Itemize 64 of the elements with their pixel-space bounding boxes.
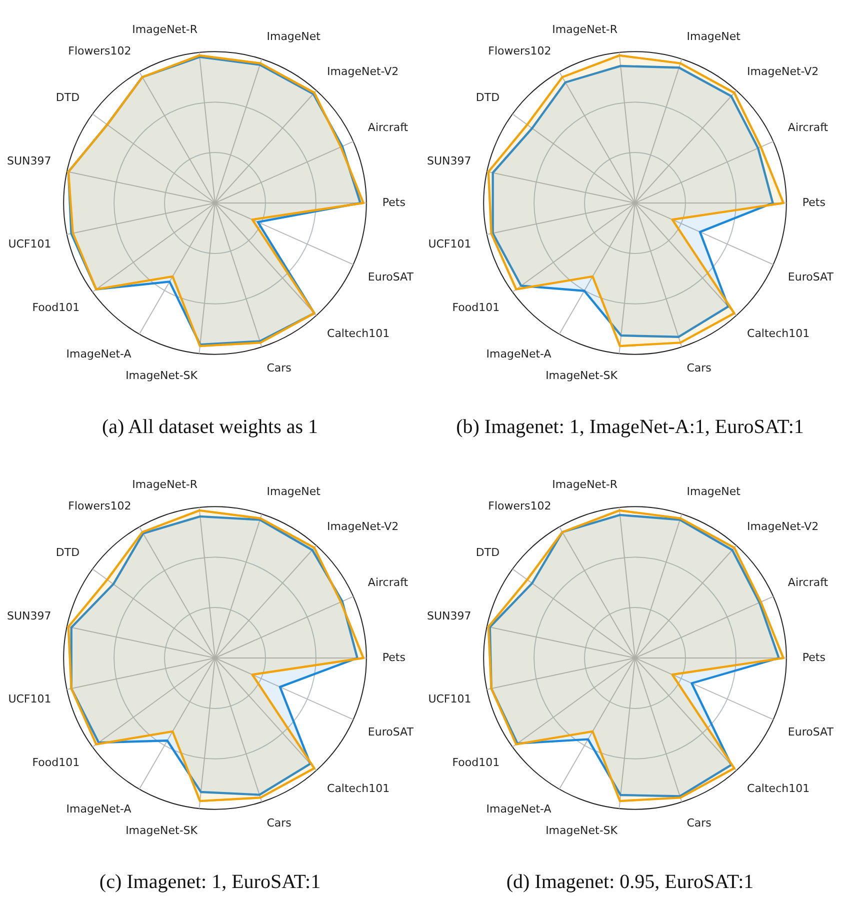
text: (d) Imagenet: 0.95, EuroSAT:1 bbox=[505, 871, 755, 894]
spoke-label: UCF101 bbox=[8, 237, 52, 250]
spoke-label: Aircraft bbox=[368, 121, 409, 134]
spoke-label: ImageNet-R bbox=[132, 22, 198, 36]
spoke-label: Cars bbox=[686, 362, 712, 375]
spoke-label: ImageNet bbox=[686, 485, 742, 498]
spoke-label: UCF101 bbox=[8, 692, 52, 706]
spoke-label: Cars bbox=[266, 816, 292, 830]
text: (c) Imagenet: 1, EuroSAT:1 bbox=[98, 871, 322, 894]
spoke-label: Flowers102 bbox=[68, 499, 132, 512]
spoke-label: ImageNet-V2 bbox=[327, 520, 399, 533]
spoke-label: ImageNet-R bbox=[552, 22, 618, 36]
spoke-label: EuroSAT bbox=[368, 270, 414, 284]
spoke-label: Caltech101 bbox=[327, 782, 390, 795]
spoke-label: Food101 bbox=[452, 300, 500, 314]
spoke-label: DTD bbox=[476, 546, 500, 559]
spoke-label: ImageNet-SK bbox=[126, 368, 198, 382]
spoke-label: Flowers102 bbox=[488, 499, 552, 512]
spoke-label: DTD bbox=[56, 90, 80, 104]
spoke-label: ImageNet-A bbox=[486, 802, 552, 816]
spoke-label: Pets bbox=[382, 650, 406, 664]
spoke-label: Food101 bbox=[32, 756, 80, 769]
spoke-label: ImageNet-SK bbox=[126, 824, 198, 837]
spoke-label: ImageNet bbox=[266, 30, 322, 44]
spoke-label: Caltech101 bbox=[327, 326, 390, 340]
spoke-label: Flowers102 bbox=[488, 44, 552, 58]
spoke-label: Caltech101 bbox=[747, 782, 810, 795]
spoke-label: Cars bbox=[686, 816, 712, 830]
text: (a) All dataset weights as 1 bbox=[100, 416, 320, 439]
spoke-label: EuroSAT bbox=[788, 270, 834, 284]
spoke-label: ImageNet-R bbox=[132, 478, 198, 491]
spoke-label: Aircraft bbox=[788, 121, 829, 134]
spoke-label: SUN397 bbox=[426, 609, 472, 622]
spoke-label: ImageNet-A bbox=[66, 347, 132, 360]
spoke-label: Cars bbox=[266, 362, 292, 375]
spoke-label: ImageNet-SK bbox=[546, 824, 618, 837]
spoke-label: SUN397 bbox=[426, 154, 472, 168]
text: (b) Imagenet: 1, ImageNet-A:1, EuroSAT:1 bbox=[455, 416, 805, 439]
spoke-label: Pets bbox=[382, 196, 406, 209]
spoke-label: SUN397 bbox=[6, 154, 52, 168]
spoke-label: Pets bbox=[802, 196, 826, 209]
spoke-label: UCF101 bbox=[428, 237, 472, 250]
spoke-label: ImageNet-V2 bbox=[327, 64, 399, 78]
spoke-label: Flowers102 bbox=[68, 44, 132, 58]
spoke-label: Pets bbox=[802, 650, 826, 664]
spoke-label: Aircraft bbox=[368, 576, 409, 590]
spoke-label: UCF101 bbox=[428, 692, 472, 706]
spoke-label: EuroSAT bbox=[368, 726, 414, 739]
spoke-label: DTD bbox=[476, 90, 500, 104]
spoke-label: ImageNet bbox=[686, 30, 742, 44]
spoke-label: Aircraft bbox=[788, 576, 829, 590]
spoke-label: ImageNet-A bbox=[486, 347, 552, 360]
spoke-label: Food101 bbox=[32, 300, 80, 314]
spoke-label: ImageNet-R bbox=[552, 478, 618, 491]
spoke-label: Caltech101 bbox=[747, 326, 810, 340]
spoke-label: ImageNet-SK bbox=[546, 368, 618, 382]
spoke-label: ImageNet-V2 bbox=[747, 520, 819, 533]
spoke-label: DTD bbox=[56, 546, 80, 559]
spoke-label: SUN397 bbox=[6, 609, 52, 622]
spoke-label: ImageNet-V2 bbox=[747, 64, 819, 78]
spoke-label: EuroSAT bbox=[788, 726, 834, 739]
spoke-label: ImageNet-A bbox=[66, 802, 132, 816]
spoke-label: ImageNet bbox=[266, 485, 322, 498]
spoke-label: Food101 bbox=[452, 756, 500, 769]
